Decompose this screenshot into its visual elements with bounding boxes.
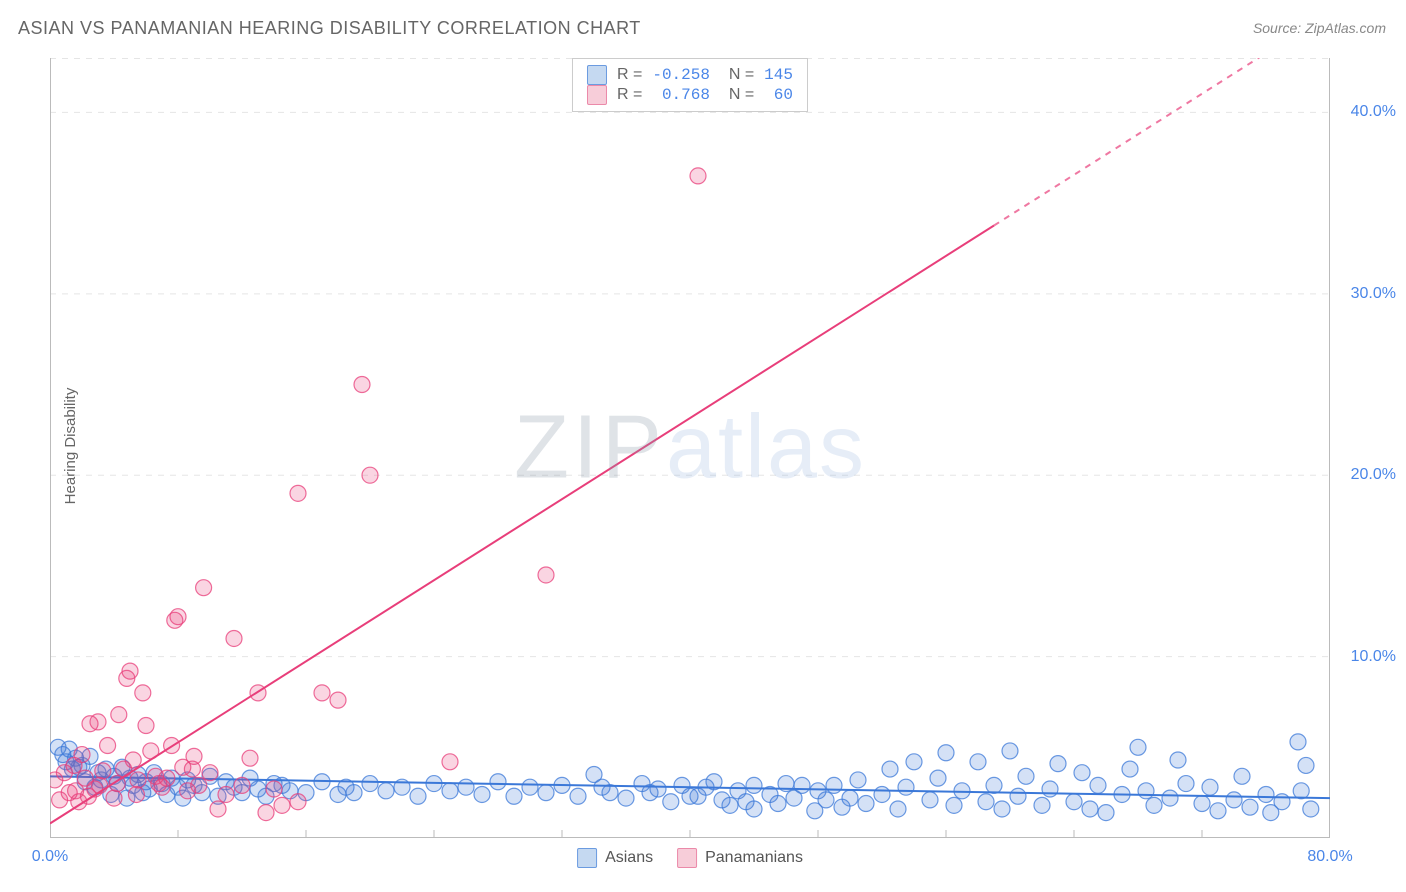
x-tick: 0.0% xyxy=(32,848,68,866)
y-tick: 10.0% xyxy=(1351,648,1396,666)
r-value-asians: -0.258 xyxy=(652,66,710,84)
y-tick: 40.0% xyxy=(1351,103,1396,121)
legend-item-panamanians: Panamanians xyxy=(677,848,803,868)
legend-swatch-asians xyxy=(587,65,607,85)
legend-swatch-asians-icon xyxy=(577,848,597,868)
x-tick: 80.0% xyxy=(1307,848,1352,866)
scatter-plot-svg xyxy=(50,58,1330,838)
n-value-asians: 145 xyxy=(764,66,793,84)
plot-area: R = -0.258 N = 145 R = 0.768 N = 60 ZIPa… xyxy=(50,58,1330,838)
correlation-legend: R = -0.258 N = 145 R = 0.768 N = 60 xyxy=(572,58,808,112)
y-tick: 20.0% xyxy=(1351,466,1396,484)
legend-item-asians: Asians xyxy=(577,848,653,868)
legend-swatch-panamanians-icon xyxy=(677,848,697,868)
legend-row-asians: R = -0.258 N = 145 xyxy=(587,65,793,85)
series-legend: Asians Panamanians xyxy=(577,848,803,868)
chart-title: ASIAN VS PANAMANIAN HEARING DISABILITY C… xyxy=(18,18,641,39)
legend-row-panamanians: R = 0.768 N = 60 xyxy=(587,85,793,105)
source-attribution: Source: ZipAtlas.com xyxy=(1253,20,1386,36)
r-value-panamanians: 0.768 xyxy=(652,86,710,104)
legend-swatch-panamanians xyxy=(587,85,607,105)
y-tick: 30.0% xyxy=(1351,285,1396,303)
n-value-panamanians: 60 xyxy=(764,86,793,104)
